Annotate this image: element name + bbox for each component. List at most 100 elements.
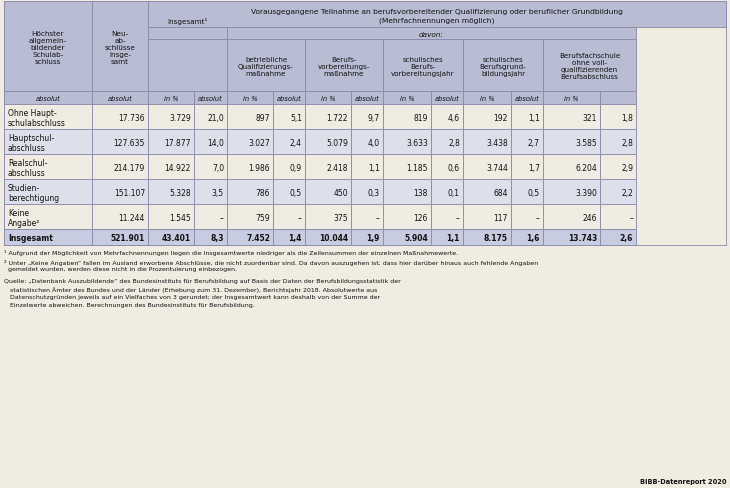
Text: 2,2: 2,2: [621, 189, 633, 198]
Text: 0,5: 0,5: [290, 189, 302, 198]
Bar: [351, 92, 383, 105]
Text: 2,7: 2,7: [528, 139, 540, 148]
Bar: [351, 130, 383, 155]
Bar: [92, 155, 148, 180]
Text: 3.744: 3.744: [486, 163, 508, 173]
Text: 1,7: 1,7: [528, 163, 540, 173]
Text: 759: 759: [255, 214, 270, 223]
Text: –: –: [220, 214, 224, 223]
Text: absolut: absolut: [107, 96, 132, 102]
Text: 897: 897: [255, 114, 270, 123]
Bar: [227, 105, 273, 130]
Text: betriebliche
Qualifizierungs-
maßnahme: betriebliche Qualifizierungs- maßnahme: [238, 57, 294, 77]
Text: absolut: absolut: [277, 96, 301, 102]
Text: in %: in %: [242, 96, 257, 102]
Bar: [383, 92, 431, 105]
Text: 0,9: 0,9: [290, 163, 302, 173]
Text: davon:: davon:: [419, 32, 444, 38]
Text: 5.904: 5.904: [404, 234, 428, 243]
Bar: [148, 2, 726, 28]
Bar: [600, 105, 636, 130]
Bar: [273, 105, 305, 130]
Bar: [543, 105, 600, 130]
Text: Quelle: „Datenbank Auszubildende“ des Bundesinstituts für Berufsbildung auf Basi: Quelle: „Datenbank Auszubildende“ des Bu…: [4, 279, 401, 284]
Bar: [511, 92, 543, 105]
Bar: [273, 180, 305, 204]
Text: 17.736: 17.736: [118, 114, 145, 123]
Bar: [227, 130, 273, 155]
Text: 3.390: 3.390: [575, 189, 597, 198]
Text: Vorausgegangene Teilnahme an berufsvorbereitender Qualifizierung oder berufliche: Vorausgegangene Teilnahme an berufsvorbe…: [251, 9, 623, 15]
Text: 9,7: 9,7: [368, 114, 380, 123]
Bar: [600, 155, 636, 180]
Bar: [383, 105, 431, 130]
Bar: [543, 204, 600, 229]
Bar: [543, 155, 600, 180]
Text: 1.185: 1.185: [407, 163, 428, 173]
Text: 21,0: 21,0: [207, 114, 224, 123]
Bar: [227, 180, 273, 204]
Text: Keine
Angabe²: Keine Angabe²: [8, 208, 40, 228]
Bar: [600, 92, 636, 105]
Text: Einzelwerte abweichen. Berechnungen des Bundesinstituts für Berufsbildung.: Einzelwerte abweichen. Berechnungen des …: [4, 303, 255, 307]
Text: Datenschutzgründen jeweils auf ein Vielfaches von 3 gerundet; der Insgesamtwert : Datenschutzgründen jeweils auf ein Vielf…: [4, 294, 380, 299]
Bar: [4, 155, 92, 180]
Text: in %: in %: [400, 96, 415, 102]
Text: 5,1: 5,1: [290, 114, 302, 123]
Bar: [511, 204, 543, 229]
Bar: [4, 204, 92, 229]
Bar: [463, 92, 511, 105]
Bar: [305, 40, 383, 92]
Text: in %: in %: [164, 96, 178, 102]
Bar: [92, 105, 148, 130]
Text: Berufs-
vorbereitungs-
maßnahme: Berufs- vorbereitungs- maßnahme: [318, 57, 370, 77]
Text: 2,8: 2,8: [621, 139, 633, 148]
Text: 2,6: 2,6: [620, 234, 633, 243]
Text: 521.901: 521.901: [111, 234, 145, 243]
Text: 5.079: 5.079: [326, 139, 348, 148]
Text: 8.175: 8.175: [484, 234, 508, 243]
Bar: [383, 155, 431, 180]
Bar: [351, 105, 383, 130]
Bar: [543, 130, 600, 155]
Bar: [148, 28, 227, 40]
Bar: [194, 180, 227, 204]
Text: 8,3: 8,3: [210, 234, 224, 243]
Text: 13.743: 13.743: [568, 234, 597, 243]
Bar: [305, 155, 351, 180]
Text: Hauptschul-
abschluss: Hauptschul- abschluss: [8, 134, 54, 153]
Text: 17.877: 17.877: [164, 139, 191, 148]
Bar: [543, 229, 600, 245]
Bar: [383, 40, 463, 92]
Bar: [305, 204, 351, 229]
Text: 0,1: 0,1: [448, 189, 460, 198]
Text: 11.244: 11.244: [118, 214, 145, 223]
Text: absolut: absolut: [355, 96, 380, 102]
Text: 3.585: 3.585: [575, 139, 597, 148]
Text: 10.044: 10.044: [319, 234, 348, 243]
Text: 14,0: 14,0: [207, 139, 224, 148]
Bar: [600, 130, 636, 155]
Text: Höchster
allgemein-
bildender
Schulab-
schluss: Höchster allgemein- bildender Schulab- s…: [29, 31, 67, 65]
Text: 1,8: 1,8: [621, 114, 633, 123]
Text: absolut: absolut: [36, 96, 61, 102]
Text: absolut: absolut: [434, 96, 459, 102]
Text: –: –: [376, 214, 380, 223]
Bar: [543, 92, 600, 105]
Text: 786: 786: [255, 189, 270, 198]
Text: 1,9: 1,9: [366, 234, 380, 243]
Text: 0,5: 0,5: [528, 189, 540, 198]
Text: 450: 450: [334, 189, 348, 198]
Bar: [463, 155, 511, 180]
Text: Neu-
ab-
schlüsse
insge-
samt: Neu- ab- schlüsse insge- samt: [104, 31, 136, 65]
Bar: [4, 92, 92, 105]
Bar: [511, 155, 543, 180]
Bar: [92, 2, 148, 92]
Bar: [92, 92, 148, 105]
Text: 2,8: 2,8: [448, 139, 460, 148]
Text: 3.633: 3.633: [406, 139, 428, 148]
Text: 0,6: 0,6: [448, 163, 460, 173]
Text: 246: 246: [583, 214, 597, 223]
Text: –: –: [536, 214, 540, 223]
Bar: [4, 229, 92, 245]
